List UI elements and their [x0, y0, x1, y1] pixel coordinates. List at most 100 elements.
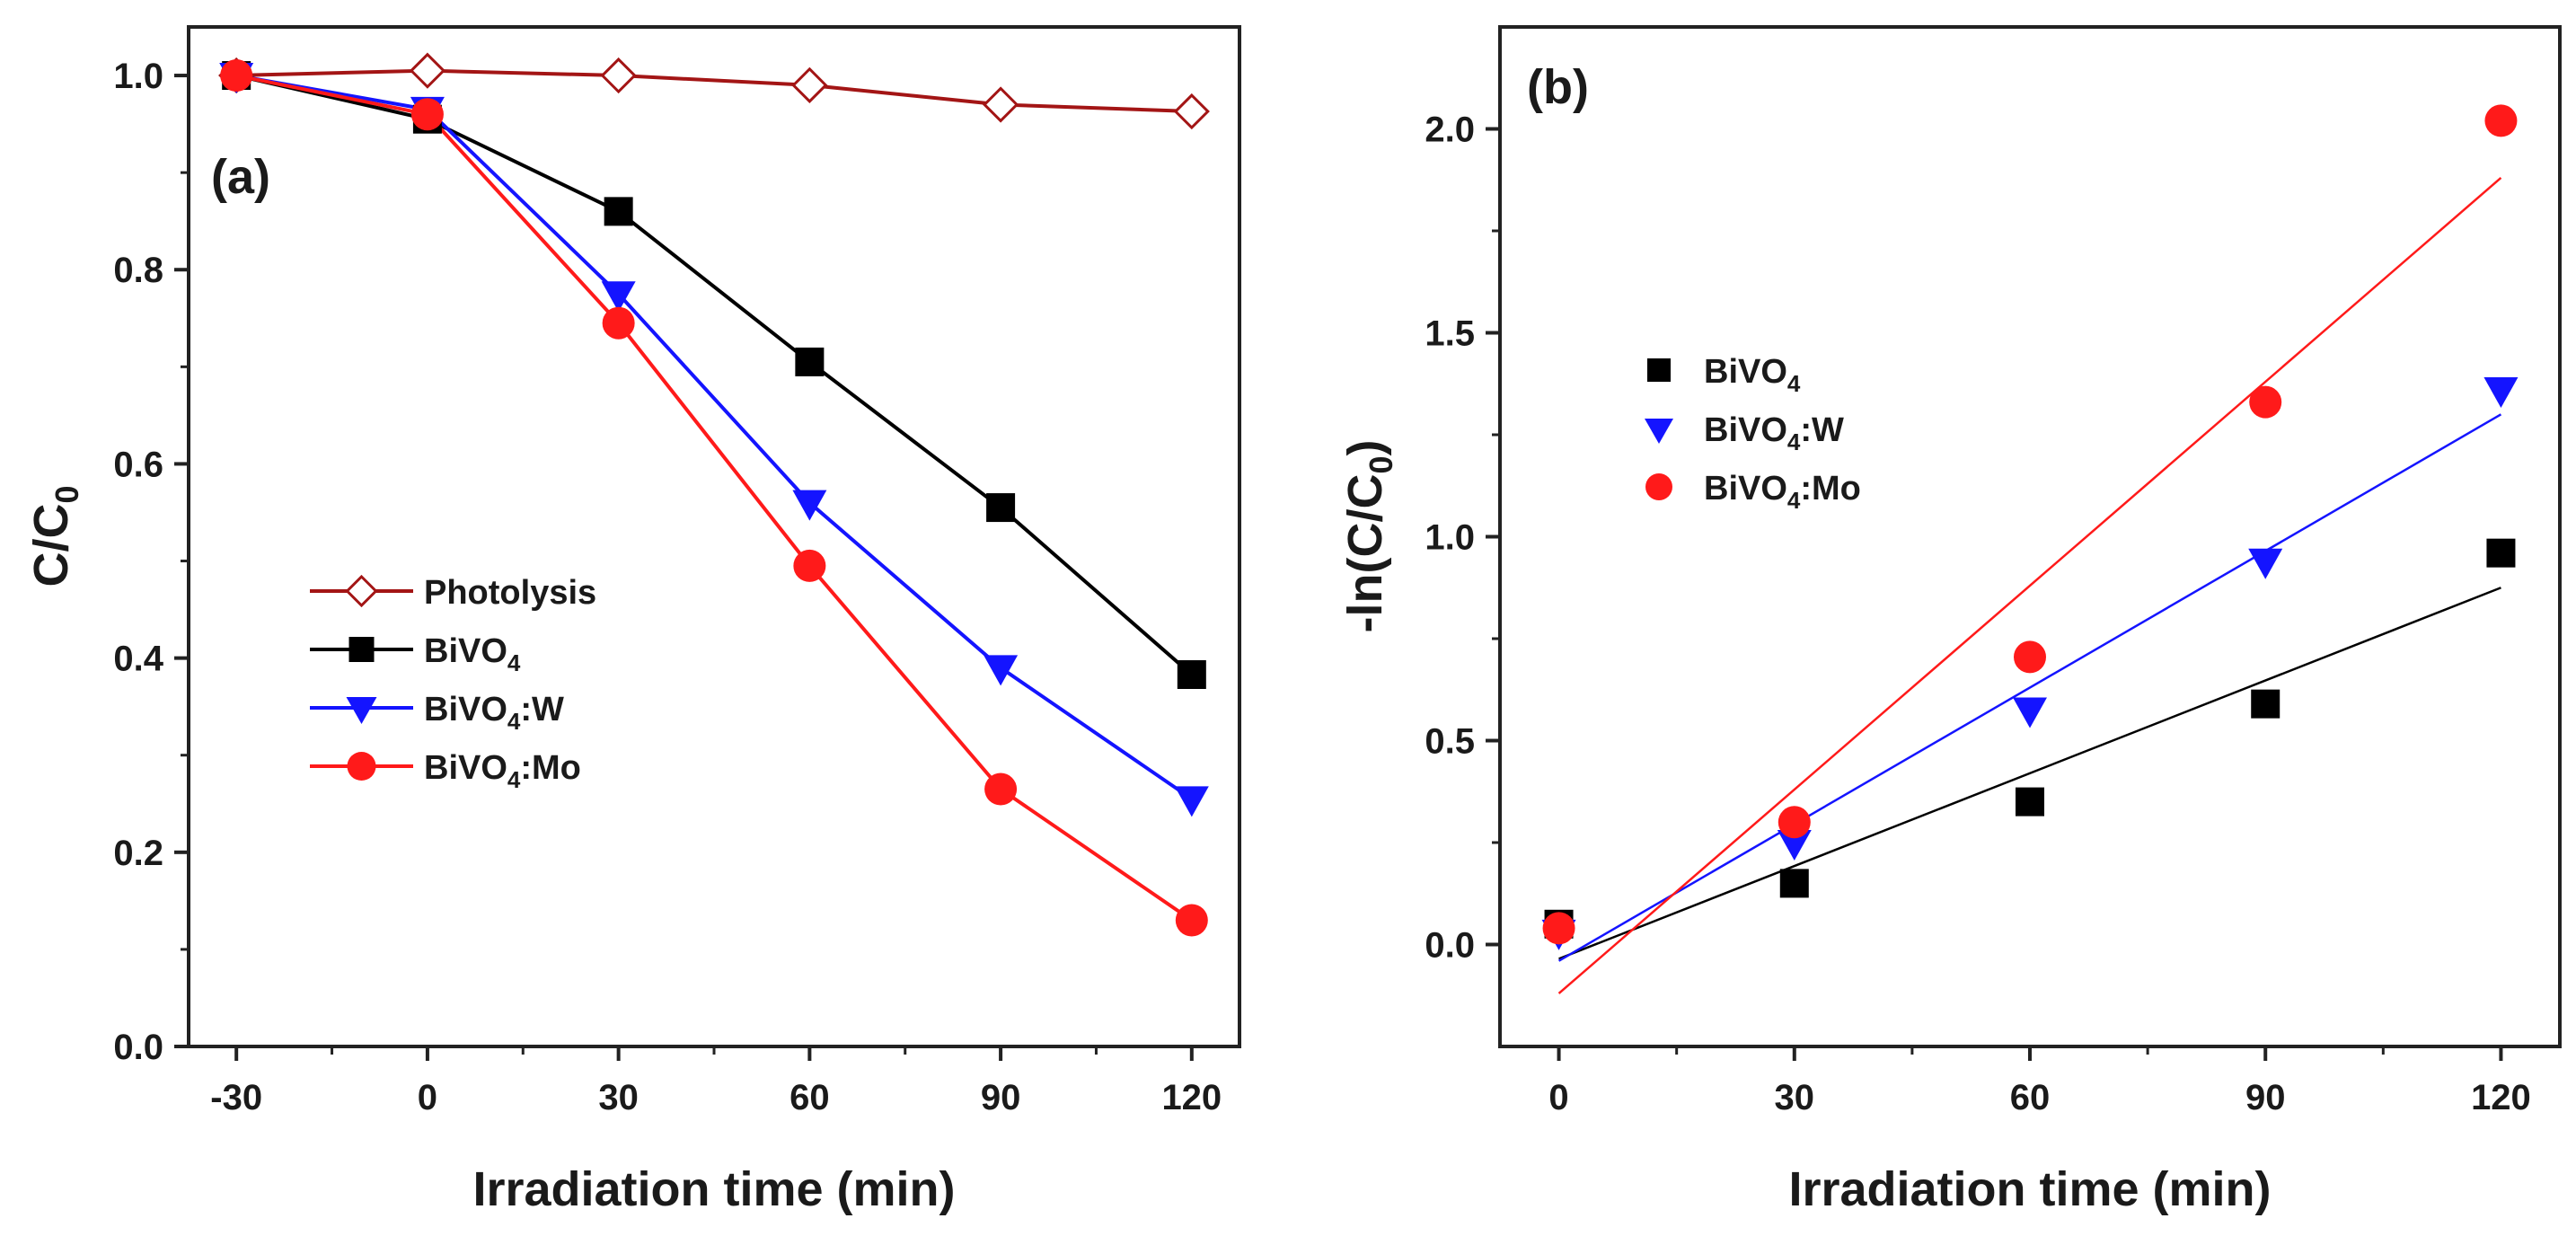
panel-a-label: (a) [211, 150, 270, 204]
data-point-bivo4-w [1174, 786, 1209, 817]
panel-b-y-title-main: -ln(C/C [1338, 474, 1392, 633]
panel-b-plot-frame [1498, 25, 2562, 1048]
legend-label-tail: :W [1800, 411, 1844, 449]
data-point-bivo4-mo [2014, 640, 2046, 674]
legend-item-bivo4-mo: BiVO4:Mo [310, 749, 581, 793]
panel-a-y-axis-title: C/C0 [24, 485, 85, 587]
series-line-bivo4-mo [235, 74, 1193, 923]
data-point-bivo4-w [2013, 697, 2047, 728]
data-point-bivo4 [2486, 538, 2516, 568]
legend-label-subscript: 4 [1787, 487, 1801, 514]
legend-marker [1645, 473, 1672, 500]
legend-marker [1645, 419, 1673, 444]
x-tick-label: 30 [598, 1078, 639, 1117]
fit-line-bivo4-mo [1557, 177, 2502, 994]
legend-label: BiVO4:W [1704, 411, 1844, 455]
legend-label-subscript: 4 [1787, 428, 1801, 455]
data-point-bivo4-mo [2484, 104, 2518, 137]
legend-label: BiVO4 [424, 632, 521, 676]
legend-item-photolysis: Photolysis [310, 574, 596, 612]
panel-b-y-axis-title: -ln(C/C0) [1338, 440, 1399, 633]
legend-marker [348, 637, 375, 662]
x-tick-label: 90 [981, 1078, 1021, 1117]
x-tick-label: 0 [418, 1078, 437, 1117]
panel-b: 0 30 60 90 120 0.0 0.5 1.0 1.5 2.0 (b) Irradiatio… [1338, 25, 2562, 1216]
y-tick-label: 0.4 [113, 640, 163, 679]
data-point-bivo4-mo [602, 306, 635, 340]
x-tick-label: 120 [1161, 1078, 1222, 1117]
y-tick-label: 1.5 [1425, 314, 1475, 354]
legend-label-subscript: 4 [507, 708, 521, 735]
panel-b-fit-lines [1557, 177, 2502, 994]
legend-label-main: BiVO [1704, 353, 1787, 391]
data-point-bivo4 [2251, 689, 2280, 719]
panel-b-y-title-subscript: 0 [1363, 456, 1399, 474]
data-point-photolysis [409, 52, 446, 89]
data-point-bivo4-mo [984, 772, 1018, 806]
legend-item-bivo4: BiVO4 [310, 632, 521, 676]
data-point-bivo4-mo [1778, 806, 1811, 839]
x-tick-label: -30 [210, 1078, 262, 1117]
data-point-photolysis [791, 66, 828, 103]
data-point-bivo4-w [1777, 830, 1812, 861]
legend-label-main: BiVO [424, 632, 507, 670]
data-point-bivo4 [1177, 659, 1206, 689]
data-point-bivo4-mo [1175, 904, 1208, 937]
legend-label-tail: :W [520, 691, 564, 728]
panel-a-series-markers [218, 52, 1210, 937]
panel-b-series-markers [1541, 104, 2519, 950]
legend-marker [347, 752, 376, 781]
y-tick-label: 2.0 [1425, 110, 1475, 150]
panel-b-y-title-tail: ) [1338, 440, 1392, 456]
data-point-bivo4-mo [220, 59, 253, 93]
x-tick-label: 60 [2010, 1078, 2051, 1117]
y-tick-label: 1.0 [113, 57, 163, 96]
data-point-bivo4 [2016, 787, 2044, 817]
data-point-bivo4-w [2483, 377, 2519, 409]
legend-item-bivo4-w: BiVO4:W [310, 691, 564, 735]
legend-label: BiVO4:W [424, 691, 564, 735]
legend-label-subscript: 4 [507, 649, 521, 676]
legend-label-tail: :Mo [520, 749, 581, 787]
y-tick-label: 0.8 [113, 251, 163, 290]
y-tick-label: 0.5 [1425, 722, 1475, 762]
y-tick-label: 0.0 [113, 1028, 163, 1067]
data-point-bivo4 [986, 493, 1016, 523]
data-point-bivo4 [1779, 869, 1809, 898]
panel-a: -30 0 30 60 90 120 0.0 0.2 0.4 0.6 0.8 1.0 (a) Irra… [24, 25, 1241, 1216]
panel-a-ticks: -30 0 30 60 90 120 0.0 0.2 0.4 0.6 0.8 1.0 [113, 57, 1222, 1117]
x-tick-label: 30 [1775, 1078, 1815, 1117]
x-tick-label: 60 [790, 1078, 830, 1117]
data-point-bivo4-w [984, 655, 1019, 686]
data-point-photolysis [1173, 93, 1210, 130]
panel-b-ticks: 0 30 60 90 120 0.0 0.5 1.0 1.5 2.0 [1425, 110, 2530, 1118]
legend-label-subscript: 4 [507, 766, 521, 793]
data-point-bivo4-w [2248, 548, 2283, 579]
legend-marker [1647, 358, 1671, 382]
legend-label-subscript: 4 [1787, 370, 1801, 397]
data-point-photolysis [600, 57, 637, 94]
data-point-bivo4 [795, 347, 825, 376]
series-line-bivo4-w [235, 74, 1193, 801]
legend-label: BiVO4 [1704, 353, 1801, 397]
series-line-bivo4 [235, 74, 1194, 676]
panel-b-label: (b) [1527, 60, 1589, 114]
legend-item-bivo4: BiVO4 [1647, 353, 1801, 397]
legend-label: Photolysis [424, 574, 596, 612]
y-tick-label: 1.0 [1425, 518, 1475, 558]
data-point-bivo4-mo [1542, 912, 1575, 945]
y-tick-label: 0.0 [1425, 926, 1475, 966]
legend-label-main: BiVO [424, 749, 507, 787]
data-point-photolysis [982, 86, 1019, 123]
y-tick-label: 0.2 [113, 834, 163, 873]
legend-label-main: BiVO [1704, 411, 1787, 449]
panel-a-y-title-main: C/C [24, 504, 78, 587]
data-point-bivo4-mo [793, 549, 826, 582]
legend-label: BiVO4:Mo [424, 749, 581, 793]
data-point-bivo4 [604, 197, 633, 226]
data-point-bivo4-w [792, 490, 827, 521]
series-line-photolysis [236, 68, 1192, 114]
